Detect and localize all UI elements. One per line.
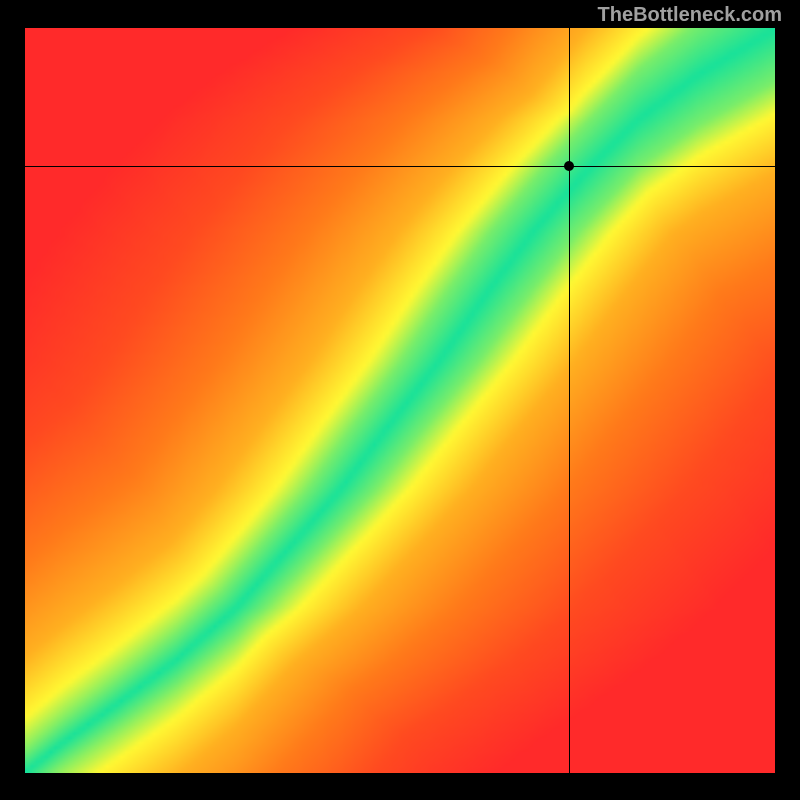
crosshair-horizontal — [25, 166, 775, 167]
crosshair-marker — [564, 161, 574, 171]
watermark: TheBottleneck.com — [598, 4, 782, 27]
crosshair-vertical — [569, 28, 570, 773]
heatmap-canvas — [25, 28, 775, 773]
plot-area — [25, 28, 775, 773]
